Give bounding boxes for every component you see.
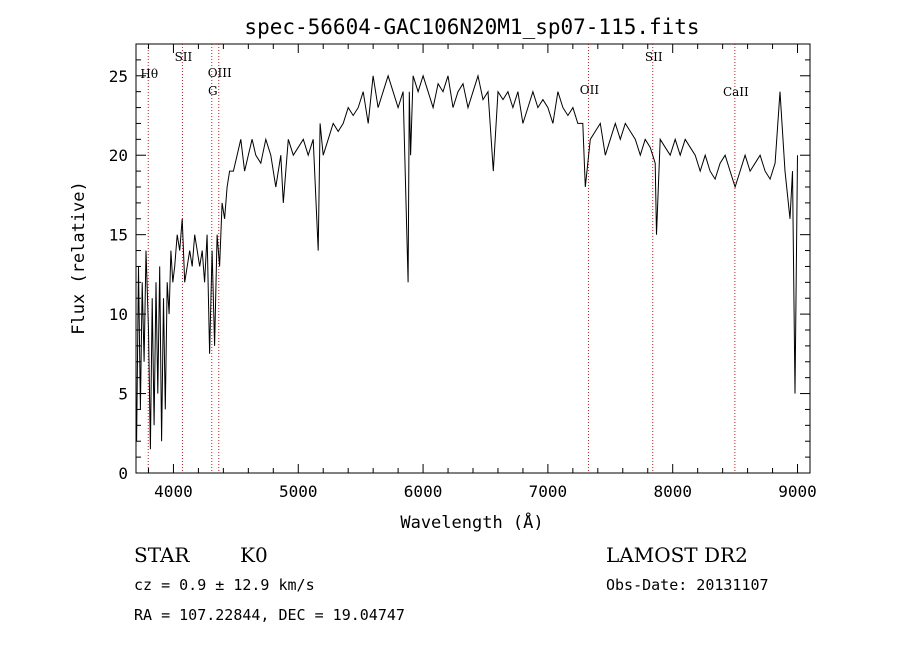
chart-title: spec-56604-GAC106N20M1_sp07-115.fits	[244, 15, 699, 39]
spectral-subclass: K0	[240, 543, 268, 567]
y-tick-label: 25	[109, 67, 128, 86]
x-tick-label: 6000	[404, 482, 443, 501]
y-tick-label: 0	[118, 464, 128, 483]
spectrum-line	[136, 73, 798, 450]
spectral-line-label: CaII	[723, 85, 749, 99]
x-tick-label: 8000	[653, 482, 692, 501]
observation-date: Obs-Date: 20131107	[606, 576, 769, 594]
spectral-line-label: Hθ	[140, 67, 158, 81]
x-tick-label: 5000	[279, 482, 318, 501]
x-tick-label: 7000	[529, 482, 568, 501]
spectral-line-label: OII	[580, 83, 600, 97]
y-tick-label: 15	[109, 226, 128, 245]
spectral-line-label: G	[208, 84, 218, 98]
spectral-line-label: SII	[175, 50, 193, 64]
y-tick-label: 10	[109, 305, 128, 324]
axis-ticks	[136, 43, 810, 474]
object-type: STAR	[134, 543, 190, 567]
y-axis-label: Flux (relative)	[69, 181, 89, 335]
y-tick-label: 20	[109, 146, 128, 165]
spectral-line-label: OIII	[208, 66, 232, 80]
plot-frame	[135, 43, 811, 474]
x-tick-label: 4000	[154, 482, 193, 501]
x-tick-label: 9000	[778, 482, 817, 501]
coordinates-text: RA = 107.22844, DEC = 19.04747	[134, 606, 405, 624]
survey-name: LAMOST DR2	[606, 543, 748, 567]
spectral-line-label: SII	[645, 50, 663, 64]
y-tick-label: 5	[118, 385, 128, 404]
redshift-text: cz = 0.9 ± 12.9 km/s	[134, 576, 315, 594]
spectral-line-markers: Hθ SII OIII G OII SII CaII	[140, 44, 749, 473]
x-axis-label: Wavelength (Å)	[400, 511, 543, 533]
axis-tick-labels: 4000 5000 6000 7000 8000 9000 0 5 10 15 20 25	[109, 67, 817, 501]
